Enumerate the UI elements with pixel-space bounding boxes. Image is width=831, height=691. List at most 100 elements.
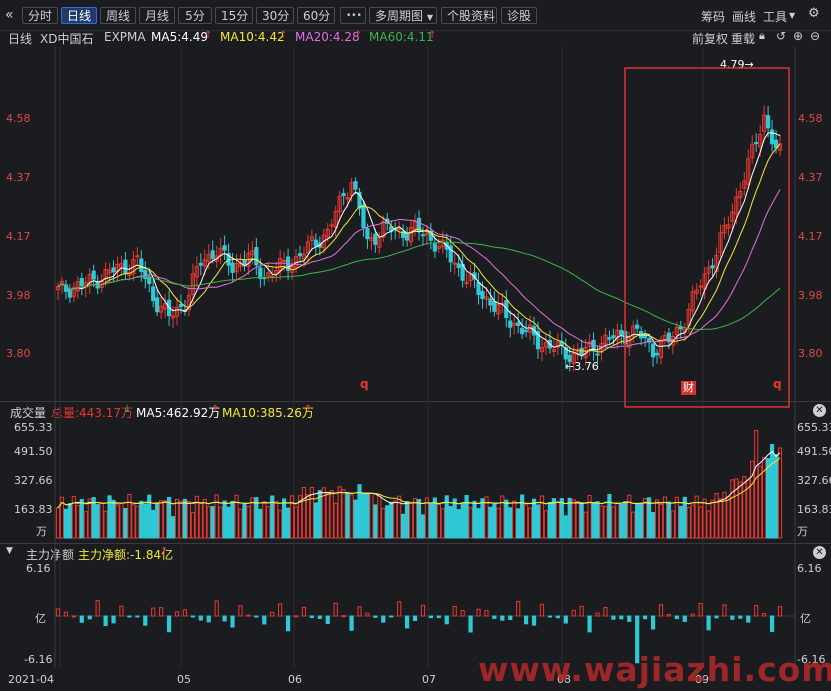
candle-body xyxy=(750,143,755,158)
candle-body xyxy=(468,273,473,282)
flow-bar xyxy=(627,615,632,622)
chip-button[interactable]: 筹码 xyxy=(701,10,726,24)
volume-bar xyxy=(55,507,61,539)
candle-body xyxy=(278,258,283,272)
lock-icon[interactable]: 🔒︎ xyxy=(759,29,765,42)
candle-body xyxy=(361,204,366,228)
candle-body xyxy=(170,315,176,319)
event-marker-q1[interactable]: q xyxy=(360,377,369,391)
flow-bar xyxy=(325,615,330,624)
flow-bar xyxy=(397,601,402,617)
volume-bar xyxy=(67,503,73,539)
flow-bar xyxy=(563,615,568,624)
candle-body xyxy=(607,337,612,340)
candle-body xyxy=(135,255,140,258)
volume-bar xyxy=(377,493,382,539)
tab-15min[interactable]: 15分 xyxy=(215,7,253,24)
volume-bar xyxy=(452,498,457,539)
candle-body xyxy=(694,289,699,294)
tab-monthly[interactable]: 月线 xyxy=(139,7,175,24)
volume-bar xyxy=(516,508,521,539)
diagnose-button[interactable]: 诊股 xyxy=(501,7,537,24)
stock-info-button[interactable]: 个股资料 xyxy=(441,7,497,24)
multi-period-dropdown[interactable]: 多周期图 ▼ xyxy=(369,7,437,24)
flow-bar xyxy=(270,611,275,617)
candle-body xyxy=(448,245,453,263)
volume-bar xyxy=(666,501,672,539)
flow-title[interactable]: 主力净额 xyxy=(26,548,75,562)
flow-axis-right-unit: 亿 xyxy=(800,612,811,625)
settings-icon[interactable]: ⚙ xyxy=(808,6,820,21)
volume-bar xyxy=(627,494,632,539)
tools-button[interactable]: 工具 xyxy=(763,10,788,24)
volume-bar xyxy=(385,505,390,539)
flow-bar xyxy=(524,615,529,625)
indicator-name[interactable]: EXPMA xyxy=(104,30,146,44)
more-button[interactable]: ••• xyxy=(340,7,366,24)
tab-5min[interactable]: 5分 xyxy=(178,7,212,24)
volume-bar xyxy=(393,500,398,539)
price-axis-right-4: 3.98 xyxy=(798,289,823,302)
volume-bar xyxy=(353,499,358,539)
zoom-in-icon[interactable]: ⊕ xyxy=(793,29,804,43)
candle-body xyxy=(543,342,549,348)
flow-bar xyxy=(301,606,307,617)
close-flow-icon[interactable]: ✕ xyxy=(813,546,826,559)
toolbar: « 分时 日线 周线 月线 5分 15分 30分 60分 ••• 多周期图 ▼ … xyxy=(0,0,831,31)
volume-bar xyxy=(238,508,243,539)
candle-body xyxy=(777,143,783,151)
volume-bar xyxy=(242,503,247,539)
tab-30min[interactable]: 30分 xyxy=(256,7,294,24)
volume-bar xyxy=(420,514,426,539)
flow-bar xyxy=(278,603,283,617)
tab-daily[interactable]: 日线 xyxy=(61,7,97,24)
draw-line-button[interactable]: 画线 xyxy=(732,10,757,24)
candle-body xyxy=(309,236,314,241)
close-volume-icon[interactable]: ✕ xyxy=(813,404,826,417)
candle-body xyxy=(206,253,211,263)
flow-bar xyxy=(365,612,370,617)
date-label-2: 05 xyxy=(177,673,191,686)
flow-bar xyxy=(500,615,505,621)
volume-bar xyxy=(83,511,88,539)
tab-intraday[interactable]: 分时 xyxy=(22,7,58,24)
flow-bar xyxy=(135,615,140,618)
candle-body xyxy=(520,328,525,335)
candle-body xyxy=(408,227,414,243)
financial-report-marker[interactable]: 财 xyxy=(681,381,696,395)
flow-bar xyxy=(698,603,703,617)
volume-bar xyxy=(71,496,76,539)
flow-bar xyxy=(468,615,473,633)
volume-title[interactable]: 成交量 xyxy=(10,406,47,420)
undo-icon[interactable]: ↺ xyxy=(776,29,787,43)
volume-bar xyxy=(603,505,608,539)
candle-body xyxy=(325,228,330,238)
flow-bar xyxy=(777,606,783,617)
vol-axis-left-3: 327.66 xyxy=(14,474,53,487)
flow-bar xyxy=(436,615,441,619)
volume-ma5-up-icon: ↑ xyxy=(211,404,220,415)
flow-bar xyxy=(230,615,235,628)
tab-60min[interactable]: 60分 xyxy=(297,7,335,24)
candle-body xyxy=(690,291,695,312)
flow-bar xyxy=(111,615,116,624)
back-icon[interactable]: « xyxy=(5,7,14,23)
tab-weekly[interactable]: 周线 xyxy=(100,7,136,24)
candle-body xyxy=(635,324,640,329)
overlay-button[interactable]: 重载 xyxy=(731,32,756,46)
candle-body xyxy=(119,263,124,268)
volume-bar xyxy=(488,506,493,539)
price-axis-left-2: 4.37 xyxy=(6,171,31,184)
vol-axis-right-4: 163.83 xyxy=(797,503,831,516)
event-marker-q2[interactable]: q xyxy=(773,377,782,391)
adjust-button[interactable]: 前复权 xyxy=(692,32,729,46)
volume-bar xyxy=(170,516,176,539)
flow-collapse-icon[interactable]: ▼ xyxy=(6,546,13,556)
flow-bar xyxy=(595,612,600,617)
flow-bar xyxy=(444,615,449,625)
volume-bar xyxy=(222,500,227,539)
zoom-out-icon[interactable]: ⊖ xyxy=(810,29,821,43)
volume-bar xyxy=(492,503,497,539)
vol-axis-left-unit: 万 xyxy=(36,525,47,538)
